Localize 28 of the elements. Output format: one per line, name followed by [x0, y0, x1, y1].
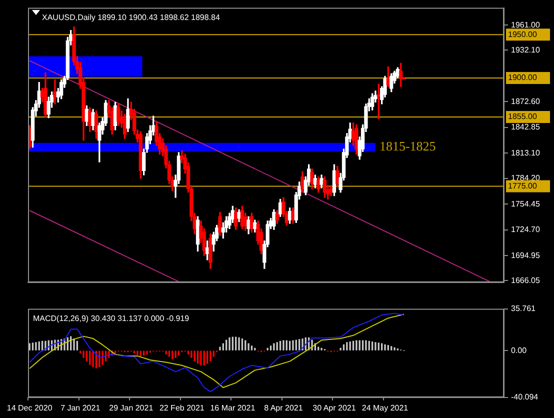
x-tick-label: 14 Dec 2020 [6, 403, 53, 412]
y-tick-label: 1842.85 [511, 122, 540, 132]
x-tick-label: 24 May 2021 [362, 403, 409, 412]
y-tick-label: 0.00 [511, 346, 528, 355]
ref-line-label: 1950.00 [508, 30, 538, 39]
x-tick-label: 16 Mar 2021 [210, 403, 256, 412]
ref-line-label: 1900.00 [508, 73, 538, 82]
y-tick-label: 35.761 [511, 304, 536, 314]
y-tick-label: -40.094 [511, 392, 539, 402]
text: XAUUSD,Daily 1899.10 1900.43 1898.62 1898.84 [42, 12, 220, 22]
y-tick-label: 1724.70 [511, 225, 540, 234]
y-tick-label: 1754.45 [511, 199, 540, 208]
x-tick-label: 22 Feb 2021 [159, 403, 205, 412]
y-tick-label: 1872.60 [511, 96, 540, 106]
x-tick-label: 30 Apr 2021 [312, 403, 356, 412]
y-tick-label: 1961.00 [511, 20, 540, 30]
y-tick-label: 1932.10 [511, 45, 540, 54]
x-tick-label: 7 Jan 2021 [60, 403, 101, 412]
x-tick-label: 29 Jan 2021 [109, 403, 154, 412]
y-tick-label: 1813.10 [511, 148, 540, 158]
y-tick-label: 1666.05 [511, 276, 540, 285]
band-label: 1815-1825 [379, 138, 436, 154]
ref-line-label: 1855.00 [508, 112, 538, 122]
x-tick-label: 8 Apr 2021 [264, 403, 304, 412]
y-tick-label: 1784.20 [511, 173, 540, 182]
y-tick-label: 1694.95 [511, 250, 540, 260]
text: MACD(12,26,9) 30.430 31.137 0.000 -0.919 [33, 314, 190, 323]
ref-line-label: 1775.00 [508, 181, 538, 190]
